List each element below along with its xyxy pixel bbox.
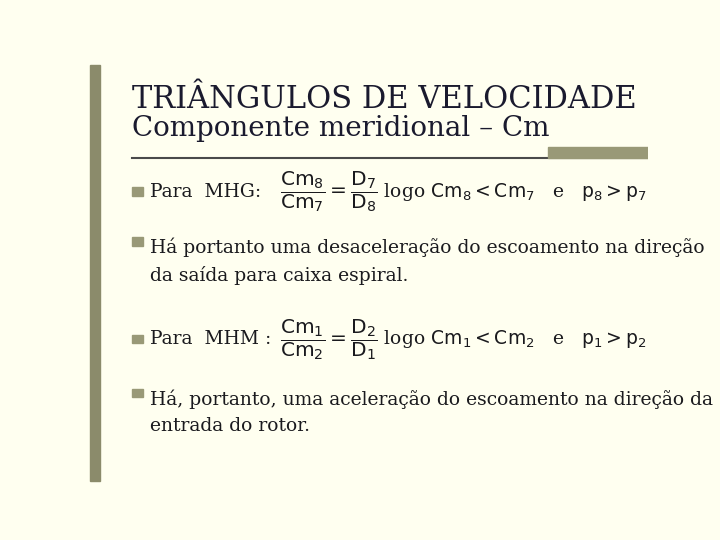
- Text: logo $\mathrm{Cm}_8 < \mathrm{Cm}_7$   e   $\mathrm{p}_8 > \mathrm{p}_7$: logo $\mathrm{Cm}_8 < \mathrm{Cm}_7$ e $…: [372, 180, 647, 202]
- Text: $\dfrac{\mathrm{Cm}_1}{\mathrm{Cm}_2} = \dfrac{\mathrm{D}_2}{\mathrm{D}_1}$: $\dfrac{\mathrm{Cm}_1}{\mathrm{Cm}_2} = …: [280, 317, 377, 362]
- Bar: [132, 389, 143, 397]
- Text: $\dfrac{\mathrm{Cm}_8}{\mathrm{Cm}_7} = \dfrac{\mathrm{D}_7}{\mathrm{D}_8}$: $\dfrac{\mathrm{Cm}_8}{\mathrm{Cm}_7} = …: [280, 169, 377, 214]
- Text: Componente meridional – Cm: Componente meridional – Cm: [132, 114, 549, 141]
- Text: Para  MHM :: Para MHM :: [150, 330, 271, 348]
- Text: TRIÂNGULOS DE VELOCIDADE: TRIÂNGULOS DE VELOCIDADE: [132, 84, 636, 114]
- Bar: [132, 238, 143, 246]
- Text: logo $\mathrm{Cm}_1 < \mathrm{Cm}_2$   e   $\mathrm{p}_1 > \mathrm{p}_2$: logo $\mathrm{Cm}_1 < \mathrm{Cm}_2$ e $…: [372, 328, 647, 350]
- Bar: [90, 65, 100, 481]
- Text: Para  MHG:: Para MHG:: [150, 183, 261, 201]
- Text: Há, portanto, uma aceleração do escoamento na direção da
entrada do rotor.: Há, portanto, uma aceleração do escoamen…: [150, 389, 713, 435]
- Bar: [132, 335, 143, 343]
- Bar: [547, 147, 648, 158]
- Text: Há portanto uma desaceleração do escoamento na direção
da saída para caixa espir: Há portanto uma desaceleração do escoame…: [150, 238, 704, 285]
- Bar: [132, 187, 143, 196]
